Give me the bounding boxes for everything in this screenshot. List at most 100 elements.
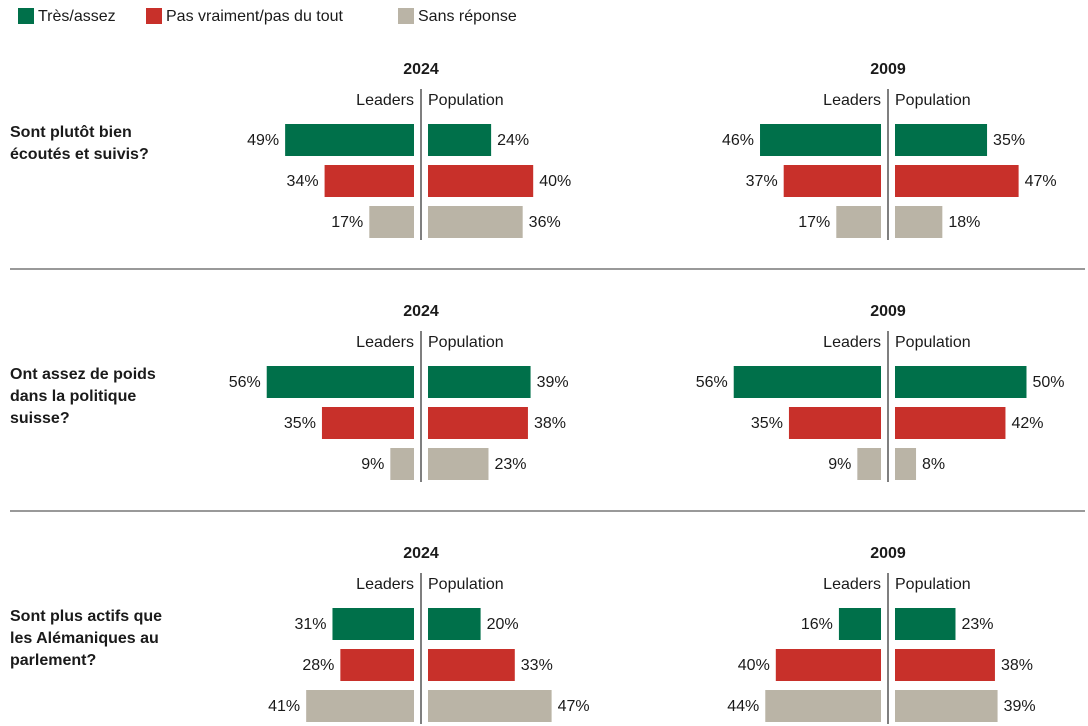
bar — [895, 124, 988, 156]
value-label: 50% — [1033, 374, 1065, 391]
bar — [285, 124, 414, 156]
value-label: 23% — [494, 456, 526, 473]
side-label: Population — [895, 576, 971, 593]
side-label: Leaders — [823, 92, 881, 109]
side-label: Leaders — [356, 92, 414, 109]
side-label: Leaders — [823, 576, 881, 593]
value-label: 46% — [722, 132, 754, 149]
value-label: 38% — [1001, 657, 1033, 674]
value-label: 35% — [284, 415, 316, 432]
value-label: 31% — [294, 616, 326, 633]
value-label: 56% — [229, 374, 261, 391]
side-label: Leaders — [823, 334, 881, 351]
value-label: 18% — [948, 214, 980, 231]
bar — [788, 407, 881, 439]
bar — [428, 690, 552, 722]
bar — [428, 448, 489, 480]
side-label: Population — [895, 92, 971, 109]
value-label: 56% — [696, 374, 728, 391]
value-label: 40% — [539, 173, 571, 190]
side-label: Population — [428, 576, 504, 593]
value-label: 28% — [302, 657, 334, 674]
year-label: 2024 — [403, 545, 439, 562]
bar — [765, 690, 881, 722]
question-label: parlement? — [10, 652, 96, 669]
bar — [895, 690, 998, 722]
value-label: 39% — [1004, 698, 1036, 715]
question-label: suisse? — [10, 410, 70, 427]
bar — [895, 608, 956, 640]
value-label: 20% — [487, 616, 519, 633]
side-label: Population — [895, 334, 971, 351]
legend-label: Pas vraiment/pas du tout — [166, 8, 344, 25]
bar — [428, 366, 531, 398]
bar — [428, 165, 534, 197]
bar — [428, 124, 492, 156]
year-label: 2024 — [403, 303, 439, 320]
value-label: 44% — [727, 698, 759, 715]
side-label: Leaders — [356, 576, 414, 593]
bar — [428, 206, 523, 238]
bar — [340, 649, 414, 681]
bar — [332, 608, 414, 640]
value-label: 33% — [521, 657, 553, 674]
bar — [390, 448, 414, 480]
bar — [895, 448, 917, 480]
value-label: 47% — [558, 698, 590, 715]
bar — [775, 649, 881, 681]
value-label: 35% — [751, 415, 783, 432]
legend-label: Sans réponse — [418, 8, 517, 25]
bar — [369, 206, 414, 238]
bar — [836, 206, 881, 238]
value-label: 42% — [1011, 415, 1043, 432]
bar — [783, 165, 881, 197]
bar — [733, 366, 881, 398]
year-label: 2009 — [870, 545, 906, 562]
bar — [895, 165, 1019, 197]
question-label: dans la politique — [10, 388, 136, 405]
bar — [895, 206, 943, 238]
value-label: 8% — [922, 456, 945, 473]
legend-swatch — [398, 8, 414, 24]
side-label: Leaders — [356, 334, 414, 351]
value-label: 17% — [798, 214, 830, 231]
bar — [266, 366, 414, 398]
value-label: 9% — [361, 456, 384, 473]
bar — [428, 407, 528, 439]
value-label: 24% — [497, 132, 529, 149]
question-label: Ont assez de poids — [10, 366, 156, 383]
value-label: 40% — [738, 657, 770, 674]
value-label: 49% — [247, 132, 279, 149]
bar — [857, 448, 881, 480]
bar — [895, 366, 1027, 398]
value-label: 35% — [993, 132, 1025, 149]
side-label: Population — [428, 92, 504, 109]
legend-swatch — [146, 8, 162, 24]
bar — [306, 690, 414, 722]
value-label: 41% — [268, 698, 300, 715]
value-label: 38% — [534, 415, 566, 432]
value-label: 17% — [331, 214, 363, 231]
bar — [895, 407, 1006, 439]
bar — [321, 407, 414, 439]
value-label: 47% — [1025, 173, 1057, 190]
value-label: 37% — [746, 173, 778, 190]
bar — [760, 124, 881, 156]
year-label: 2009 — [870, 303, 906, 320]
year-label: 2009 — [870, 61, 906, 78]
bar — [324, 165, 414, 197]
question-label: les Alémaniques au — [10, 630, 159, 647]
question-label: écoutés et suivis? — [10, 146, 149, 163]
value-label: 16% — [801, 616, 833, 633]
side-label: Population — [428, 334, 504, 351]
legend-label: Très/assez — [38, 8, 116, 25]
question-label: Sont plutôt bien — [10, 124, 132, 141]
bar — [428, 649, 515, 681]
bar — [428, 608, 481, 640]
value-label: 23% — [961, 616, 993, 633]
year-label: 2024 — [403, 61, 439, 78]
value-label: 36% — [529, 214, 561, 231]
question-label: Sont plus actifs que — [10, 608, 162, 625]
bar — [895, 649, 995, 681]
